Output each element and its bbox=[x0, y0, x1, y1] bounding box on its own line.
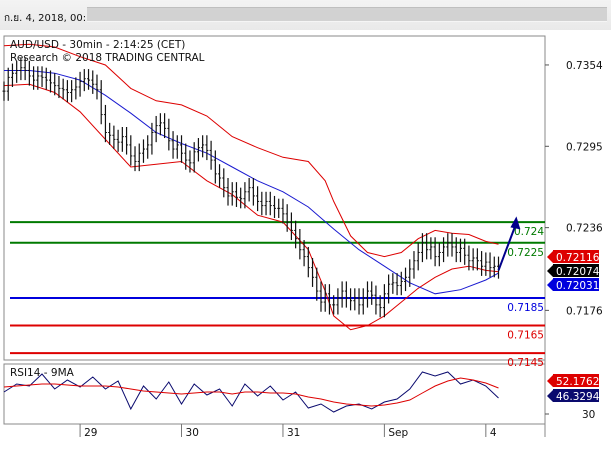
datetime-label: ก.ย. 4, 2018, 00:14 bbox=[4, 13, 99, 24]
price-tag-pointer bbox=[547, 251, 553, 263]
rsi-tag-pointer bbox=[547, 375, 553, 387]
rsi-tag-box bbox=[553, 389, 599, 402]
x-tick-label: 30 bbox=[186, 427, 199, 439]
rsi-tag-pointer bbox=[547, 390, 553, 402]
y-tick-label: 0.7354 bbox=[566, 60, 603, 72]
price-tag-box bbox=[553, 278, 599, 291]
level-label-2: 0.7185 bbox=[507, 302, 544, 314]
rsi-y-tick-label: 30 bbox=[582, 409, 595, 421]
rsi-panel-frame bbox=[3, 363, 546, 425]
level-label-0: 0.724 bbox=[514, 226, 544, 238]
level-label-3: 0.7165 bbox=[507, 330, 544, 342]
price-tag-label: 0.72031 bbox=[556, 280, 599, 292]
chart-title: AUD/USD - 30min - 2:14:25 (CET) bbox=[10, 39, 185, 51]
forecast-arrow-head bbox=[510, 216, 521, 230]
axis-layer: 0.7354 0.7295 0.7236 0.7176 0.72116 0.72074 0.… bbox=[79, 60, 603, 439]
level-label-4: 0.7145 bbox=[507, 357, 544, 369]
rsi-tag-label: 52.1762 bbox=[556, 376, 599, 388]
price-plot: 0.724 0.7225 0.7185 0.7165 0.7145 bbox=[2, 43, 545, 369]
price-tag-label: 0.72074 bbox=[556, 266, 600, 278]
rsi-title: RSI14 - 9MA bbox=[10, 367, 75, 379]
x-tick-label: 4 bbox=[490, 427, 497, 439]
x-tick-label: 29 bbox=[84, 427, 97, 439]
toolbar-strip bbox=[87, 7, 607, 22]
rsi-series-rsi bbox=[3, 371, 499, 413]
price-bars bbox=[2, 58, 501, 318]
chart-subtitle: Research © 2018 TRADING CENTRAL bbox=[10, 52, 205, 64]
rsi-tag-box bbox=[553, 374, 599, 387]
price-tag-pointer bbox=[547, 279, 553, 291]
y-tick-label: 0.7176 bbox=[566, 305, 603, 317]
price-tag-box bbox=[553, 250, 599, 263]
rsi-plot bbox=[3, 371, 499, 413]
forecast-arrow-shaft bbox=[497, 225, 517, 271]
level-label-1: 0.7225 bbox=[507, 247, 544, 259]
rsi-tag-label: 46.3294 bbox=[556, 391, 600, 403]
series-bollinger-upper bbox=[3, 43, 499, 258]
rsi-series-rsi-ma bbox=[3, 377, 499, 407]
price-tag-label: 0.72116 bbox=[556, 252, 600, 264]
top-toolbar: ก.ย. 4, 2018, 00:14 bbox=[0, 0, 611, 30]
price-tag-box bbox=[553, 264, 599, 277]
price-tag-pointer bbox=[547, 265, 553, 277]
x-tick-label: 31 bbox=[287, 427, 300, 439]
x-tick-label: Sep bbox=[388, 427, 408, 439]
y-tick-label: 0.7236 bbox=[566, 223, 603, 235]
y-tick-label: 0.7295 bbox=[566, 141, 603, 153]
